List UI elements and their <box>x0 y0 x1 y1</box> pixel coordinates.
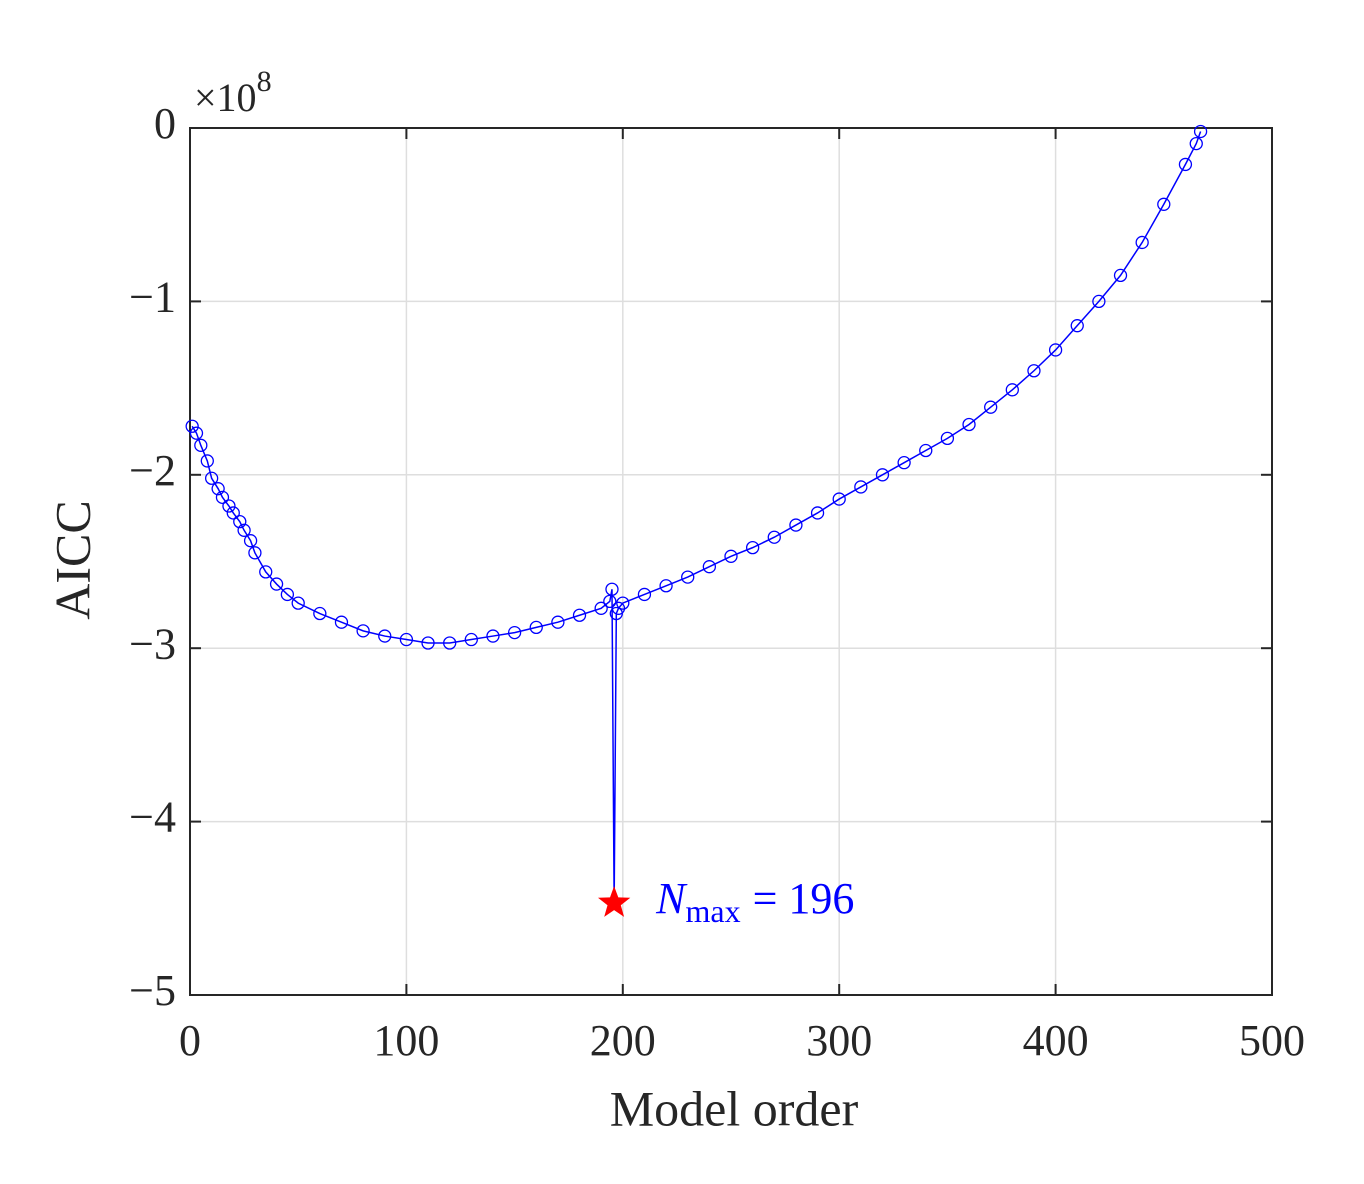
data-point <box>1005 383 1019 397</box>
axes-box <box>189 127 1273 996</box>
data-point <box>269 577 284 591</box>
data-point <box>767 530 781 544</box>
data-point <box>215 490 230 504</box>
y-multiplier: ×108 <box>194 65 272 120</box>
data-point <box>237 523 251 537</box>
y-tick-label: −3 <box>129 619 176 668</box>
annotation-symbol: N <box>655 874 688 923</box>
data-point <box>194 438 208 452</box>
data-point <box>507 625 522 640</box>
data-point <box>616 596 630 610</box>
data-point <box>594 601 608 615</box>
data-point <box>1113 268 1128 283</box>
data-point <box>810 506 825 520</box>
data-point <box>919 443 933 458</box>
data-point <box>486 629 500 643</box>
data-point <box>1070 319 1084 333</box>
data-point <box>313 606 327 621</box>
data-point <box>1178 157 1193 172</box>
y-tick-label: 0 <box>154 99 176 148</box>
data-point <box>681 570 695 584</box>
data-point <box>1092 294 1106 309</box>
data-point <box>984 400 998 414</box>
data-point <box>1135 235 1149 250</box>
series-line <box>191 131 1202 904</box>
data-point <box>832 492 846 506</box>
annotation-value: = 196 <box>753 874 855 923</box>
data-point <box>1027 364 1041 378</box>
data-point <box>259 565 273 579</box>
data-point <box>854 480 868 494</box>
data-point <box>1189 136 1203 151</box>
y-tick-label: −5 <box>129 966 176 1015</box>
data-point <box>605 582 619 596</box>
data-point <box>211 482 225 496</box>
data-point <box>356 624 370 638</box>
data-point <box>572 608 587 622</box>
x-tick-label: 400 <box>1023 1016 1089 1065</box>
data-point <box>875 468 890 482</box>
annotation-text: Nmax = 196 <box>655 874 854 929</box>
data-point <box>443 636 457 650</box>
multiplier-base: ×10 <box>194 75 257 120</box>
annotation-subscript: max <box>686 893 741 929</box>
data-point <box>378 629 392 643</box>
data-point <box>745 540 760 555</box>
data-point <box>1048 343 1063 357</box>
annotation-star <box>598 886 631 917</box>
data-point <box>1193 124 1208 139</box>
data-point <box>551 615 565 629</box>
data-point <box>464 632 478 647</box>
data-point <box>226 506 240 520</box>
data-point <box>897 456 911 470</box>
data-point <box>334 615 349 629</box>
x-tick-label: 0 <box>179 1016 201 1065</box>
data-point <box>724 549 738 563</box>
data-point <box>280 587 295 602</box>
y-tick-label: −2 <box>129 446 176 495</box>
data-point <box>204 471 219 485</box>
data-point <box>962 417 976 432</box>
data-point <box>243 534 258 548</box>
data-point <box>248 546 262 560</box>
x-tick-label: 500 <box>1239 1016 1305 1065</box>
x-tick-label: 100 <box>373 1016 439 1065</box>
data-point <box>421 636 435 650</box>
x-axis-label: Model order <box>610 1080 859 1136</box>
data-point <box>659 579 673 593</box>
multiplier-exponent: 8 <box>257 65 272 98</box>
data-point <box>940 431 955 446</box>
data-point <box>200 454 214 468</box>
data-point <box>399 632 414 647</box>
data-point <box>291 596 305 610</box>
y-tick-label: −1 <box>129 272 176 321</box>
x-tick-label: 200 <box>590 1016 656 1065</box>
x-tick-label: 300 <box>806 1016 872 1065</box>
data-point <box>789 518 803 532</box>
data-point <box>637 587 652 602</box>
data-point <box>189 426 204 440</box>
data-point <box>702 560 717 574</box>
data-point <box>1157 197 1171 211</box>
y-tick-label: −4 <box>129 793 176 842</box>
data-point <box>529 620 543 635</box>
y-axis-label: AICC <box>44 500 100 619</box>
data-point <box>233 514 247 529</box>
data-point <box>185 419 199 433</box>
data-point <box>222 499 236 513</box>
